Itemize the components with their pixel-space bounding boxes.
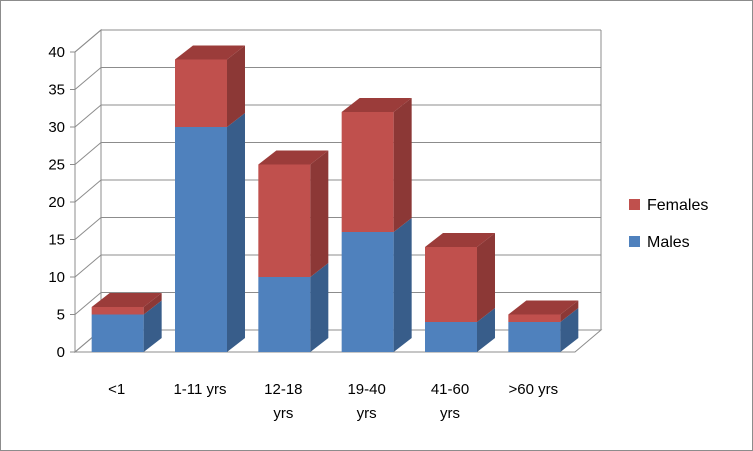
x-tick-label: 1-11 yrs [173, 381, 226, 398]
bar-females-top [175, 45, 245, 60]
y-tick-label: 40 [48, 44, 65, 61]
bar-females-front [341, 112, 394, 232]
y-tick-label: 25 [48, 157, 65, 174]
gridline-diag [74, 217, 102, 240]
bar-males-side [143, 300, 162, 352]
legend-swatch-females [629, 199, 640, 210]
bar-males-side [310, 263, 329, 352]
bar-males-front [508, 322, 561, 352]
y-tick-label: 0 [57, 344, 65, 361]
legend-label-females: Females [647, 197, 708, 214]
x-tick-label: >60 yrs [509, 381, 559, 398]
bar-males-front [425, 322, 477, 352]
legend-swatch-males [629, 236, 640, 247]
x-tick-label: 41-60 yrs [431, 381, 469, 422]
bar-males-side [227, 113, 245, 352]
x-tick-label: <1 [108, 381, 125, 398]
y-tick-label: 30 [48, 119, 65, 136]
bar-females-front [175, 59, 227, 127]
bar-females-top [341, 98, 412, 112]
bar-females-side [143, 293, 162, 315]
y-tick-label: 35 [48, 82, 65, 99]
bar-males-side [393, 218, 412, 352]
bar-females-top [508, 300, 579, 315]
bar-females-top [258, 150, 329, 165]
gridline-diag [74, 67, 102, 90]
bar-males-side [560, 308, 579, 352]
bar-females-side [393, 98, 412, 232]
x-tick-label: 19-40 yrs [347, 381, 385, 422]
bar-females-side [310, 150, 329, 277]
bar-females-front [425, 247, 477, 322]
y-tick-label: 10 [48, 269, 65, 286]
bar-males-front [91, 314, 144, 352]
bar-females-front [508, 314, 561, 322]
bar-males-front [258, 277, 311, 352]
gridline-diag [74, 142, 102, 165]
bar-females-top [425, 233, 495, 247]
x-tick-label: 12-18 yrs [264, 381, 302, 422]
bar-males-front [341, 232, 394, 352]
y-tick-label: 5 [57, 307, 65, 324]
gridline-diag [74, 254, 102, 278]
gridline-diag [74, 29, 102, 53]
bar-females-front [258, 164, 311, 277]
bar-males-side [477, 308, 495, 352]
legend-label-males: Males [647, 234, 690, 251]
y-tick-label: 20 [48, 194, 65, 211]
gridline-diag [74, 104, 102, 128]
gridline-diag [74, 292, 102, 315]
gridline-diag [74, 179, 102, 203]
bar-females-side [560, 300, 579, 322]
bar-females-top [91, 293, 162, 307]
bar-females-front [91, 307, 144, 315]
y-tick-label: 15 [48, 232, 65, 249]
bar-males-front [175, 127, 227, 352]
bar-females-side [227, 45, 245, 127]
bar-females-side [477, 233, 495, 322]
